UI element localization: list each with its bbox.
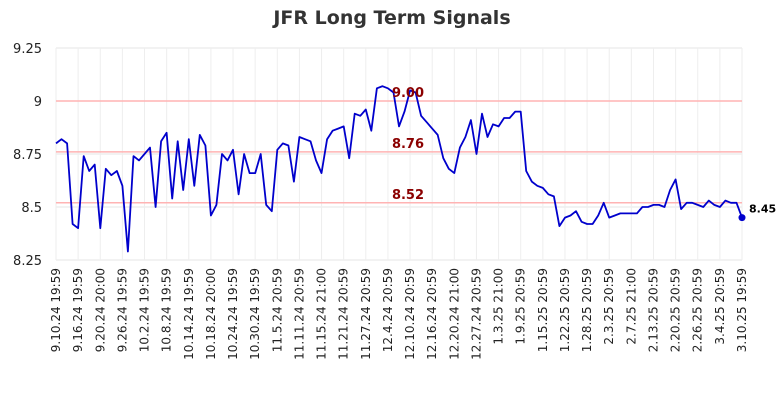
last-value-label: 8.45 <box>749 203 776 216</box>
x-tick-label: 10.2.24 19:59 <box>138 268 152 352</box>
x-tick-label: 10.30.24 19:59 <box>248 268 262 360</box>
reference-label: 8.76 <box>392 137 424 152</box>
x-tick-label: 10.8.24 19:59 <box>160 268 174 352</box>
x-tick-label: 2.13.25 20:59 <box>646 268 660 352</box>
x-tick-label: 11.27.24 20:59 <box>359 268 373 360</box>
x-tick-label: 9.10.24 19:59 <box>49 268 63 352</box>
x-tick-label: 2.3.25 20:59 <box>602 268 616 345</box>
y-tick-label: 8.25 <box>13 254 42 269</box>
x-tick-label: 9.16.24 19:59 <box>71 268 85 352</box>
x-tick-label: 12.20.24 21:00 <box>447 268 461 360</box>
y-tick-label: 9 <box>34 95 42 110</box>
x-tick-label: 3.4.25 20:59 <box>713 268 727 345</box>
x-tick-label: 2.7.25 21:00 <box>624 268 638 345</box>
x-tick-label: 10.18.24 20:00 <box>204 268 218 360</box>
x-tick-label: 1.9.25 20:59 <box>514 268 528 345</box>
x-tick-label: 11.11.24 20:59 <box>292 268 306 360</box>
x-tick-label: 12.10.24 20:59 <box>403 268 417 360</box>
x-tick-label: 11.21.24 20:59 <box>337 268 351 360</box>
x-tick-label: 1.22.25 20:59 <box>558 268 572 352</box>
reference-label: 9.00 <box>392 86 424 101</box>
x-tick-label: 12.27.24 20:59 <box>469 268 483 360</box>
x-tick-label: 3.10.25 19:59 <box>735 268 749 352</box>
x-tick-label: 12.16.24 20:59 <box>425 268 439 360</box>
x-tick-label: 1.3.25 21:00 <box>492 268 506 345</box>
x-tick-label: 9.20.24 20:00 <box>93 268 107 352</box>
y-tick-label: 9.25 <box>13 42 42 57</box>
x-tick-label: 12.4.24 20:59 <box>381 268 395 352</box>
reference-label: 8.52 <box>392 188 424 203</box>
last-point-marker <box>738 214 746 222</box>
x-tick-label: 2.20.25 20:59 <box>669 268 683 352</box>
x-tick-label: 2.26.25 20:59 <box>691 268 705 352</box>
y-tick-label: 8.5 <box>21 201 42 216</box>
series-line <box>55 85 743 253</box>
chart-title: JFR Long Term Signals <box>273 7 511 29</box>
y-tick-label: 8.75 <box>13 148 42 163</box>
x-tick-label: 10.14.24 19:59 <box>182 268 196 360</box>
x-tick-label: 10.24.24 19:59 <box>226 268 240 360</box>
x-tick-label: 1.28.25 20:59 <box>580 268 594 352</box>
x-tick-label: 9.26.24 19:59 <box>115 268 129 352</box>
x-tick-label: 11.15.24 21:00 <box>315 268 329 360</box>
x-tick-label: 11.5.24 20:59 <box>270 268 284 352</box>
x-tick-label: 1.15.25 20:59 <box>536 268 550 352</box>
